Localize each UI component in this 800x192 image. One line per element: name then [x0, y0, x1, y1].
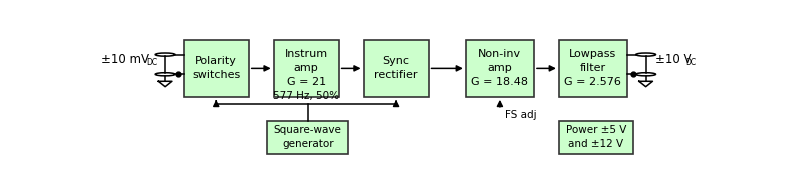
- Bar: [558, 40, 627, 97]
- Bar: [363, 40, 429, 97]
- Bar: [558, 121, 634, 154]
- Text: DC: DC: [686, 58, 697, 67]
- Text: ±10 V: ±10 V: [655, 53, 692, 66]
- Text: Polarity
switches: Polarity switches: [192, 56, 240, 80]
- Bar: [184, 40, 249, 97]
- Text: ±10 mV: ±10 mV: [101, 53, 149, 66]
- Text: Lowpass
filter
G = 2.576: Lowpass filter G = 2.576: [565, 49, 622, 87]
- Text: FS adj: FS adj: [505, 110, 537, 120]
- Text: Non-inv
amp
G = 18.48: Non-inv amp G = 18.48: [471, 49, 529, 87]
- Text: Instrum
amp
G = 21: Instrum amp G = 21: [285, 49, 328, 87]
- Bar: [466, 40, 534, 97]
- Text: Sync
rectifier: Sync rectifier: [374, 56, 418, 80]
- Text: Square-wave
generator: Square-wave generator: [274, 125, 342, 149]
- Text: 577 Hz, 50%: 577 Hz, 50%: [273, 91, 339, 101]
- Bar: [267, 121, 348, 154]
- Text: Power ±5 V
and ±12 V: Power ±5 V and ±12 V: [566, 125, 626, 149]
- Bar: [274, 40, 338, 97]
- Text: DC: DC: [146, 58, 158, 67]
